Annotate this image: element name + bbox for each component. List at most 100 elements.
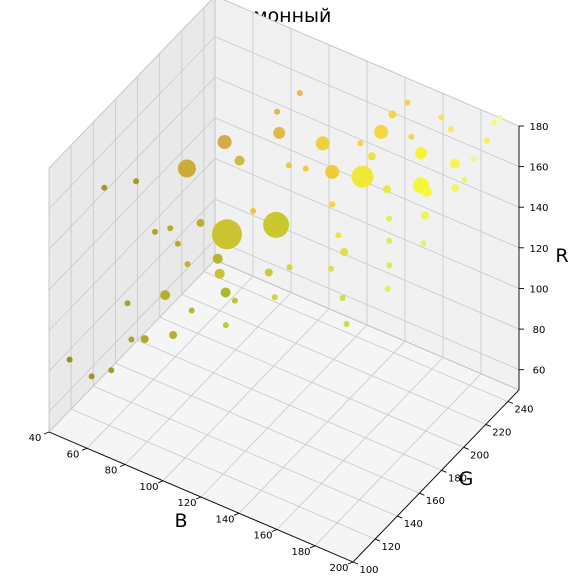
data-point — [339, 295, 346, 301]
gridline-z-left — [48, 76, 216, 250]
gridline-x-floor — [276, 357, 444, 530]
data-point — [217, 135, 232, 149]
data-point — [329, 201, 336, 208]
gridline-z-back — [214, 36, 520, 167]
z-axis-label: R — [555, 245, 568, 267]
x-tick-mark — [81, 447, 88, 451]
gridline-y-floor — [159, 316, 464, 448]
gridline-y-floor — [115, 362, 420, 494]
data-point — [66, 356, 73, 363]
x-tick-label: 80 — [105, 466, 118, 477]
gridline-x-floor — [86, 276, 254, 449]
data-point — [196, 218, 205, 227]
x-tick-mark — [157, 480, 164, 484]
data-point — [286, 264, 293, 271]
y-tick-label: 100 — [359, 565, 378, 576]
x-tick-label: 160 — [253, 531, 272, 542]
gridline-z-left — [48, 239, 216, 412]
data-point — [250, 208, 257, 214]
x-tick-mark — [119, 464, 126, 467]
gridline-x-floor — [314, 373, 482, 547]
data-point — [383, 185, 391, 194]
x-tick-mark — [271, 529, 278, 532]
data-point — [273, 126, 286, 139]
y-tick-mark — [374, 538, 381, 542]
data-point — [101, 184, 108, 191]
x-tick-mark — [347, 561, 354, 565]
data-point — [296, 90, 303, 96]
x-tick-label: 60 — [67, 449, 80, 460]
data-point — [174, 240, 181, 247]
data-point — [167, 225, 174, 232]
axes: 40 60 80 100 120 140 160 180 200 100 120 140 160 180 2… — [29, 122, 549, 576]
data-point — [315, 136, 330, 151]
data-point — [212, 219, 242, 250]
data-point — [234, 155, 245, 166]
y-axis-line — [352, 389, 520, 563]
data-point — [220, 287, 231, 298]
data-point — [421, 187, 432, 197]
gridline-y-floor — [181, 294, 486, 425]
gridline-y-floor — [137, 339, 442, 471]
gridline-y-floor — [203, 271, 509, 402]
y-axis-label: G — [459, 468, 474, 490]
y-tick-label: 160 — [426, 496, 445, 507]
x-tick-mark — [43, 431, 50, 435]
data-point — [169, 331, 178, 339]
y-tick-mark — [463, 446, 469, 450]
data-point — [328, 265, 334, 272]
data-point — [447, 126, 454, 133]
data-point — [263, 211, 290, 238]
data-point — [374, 124, 389, 139]
gridline-x-floor — [162, 308, 330, 482]
data-point — [285, 162, 292, 169]
data-point — [177, 159, 196, 178]
data-point — [274, 108, 281, 115]
gridline-z-back — [214, 158, 520, 289]
data-point — [386, 215, 393, 222]
data-point — [302, 165, 309, 172]
y-tick-mark — [419, 492, 425, 496]
data-point — [461, 176, 468, 183]
data-point — [386, 237, 393, 244]
data-point — [128, 336, 135, 343]
data-point — [124, 300, 131, 307]
x-tick-mark — [195, 496, 202, 500]
y-tick-mark — [352, 561, 359, 565]
data-point — [351, 165, 374, 188]
data-point — [88, 373, 95, 380]
gridline-z-back — [214, 76, 520, 208]
data-point — [497, 114, 503, 121]
y-tick-label: 200 — [470, 450, 489, 461]
gridline-x-floor — [200, 324, 368, 498]
x-tick-label: 140 — [215, 514, 234, 525]
z-tick-label: 160 — [529, 163, 548, 174]
data-point — [140, 335, 149, 344]
data-point — [388, 110, 397, 119]
gridline-z-left — [48, 0, 212, 169]
data-point — [335, 232, 342, 239]
data-point — [222, 322, 229, 329]
data-point — [325, 164, 340, 179]
data-point — [449, 158, 460, 169]
gridline-z-left — [48, 117, 216, 291]
data-point — [451, 183, 460, 192]
y-tick-label: 140 — [404, 519, 423, 530]
data-point — [414, 147, 427, 159]
data-point — [421, 211, 429, 220]
x-tick-label: 40 — [29, 433, 42, 444]
data-point — [438, 114, 445, 121]
data-point — [188, 307, 195, 314]
data-point — [404, 99, 411, 106]
data-point — [491, 119, 497, 126]
data-point — [420, 240, 427, 247]
data-point — [231, 297, 238, 304]
data-point — [386, 262, 393, 269]
data-point — [343, 321, 350, 327]
data-point — [133, 178, 140, 185]
z-tick-label: 60 — [533, 366, 546, 377]
x-tick-mark — [233, 512, 240, 516]
x-tick-mark — [309, 545, 316, 549]
x-tick-label: 180 — [291, 547, 310, 558]
data-point — [271, 294, 278, 301]
